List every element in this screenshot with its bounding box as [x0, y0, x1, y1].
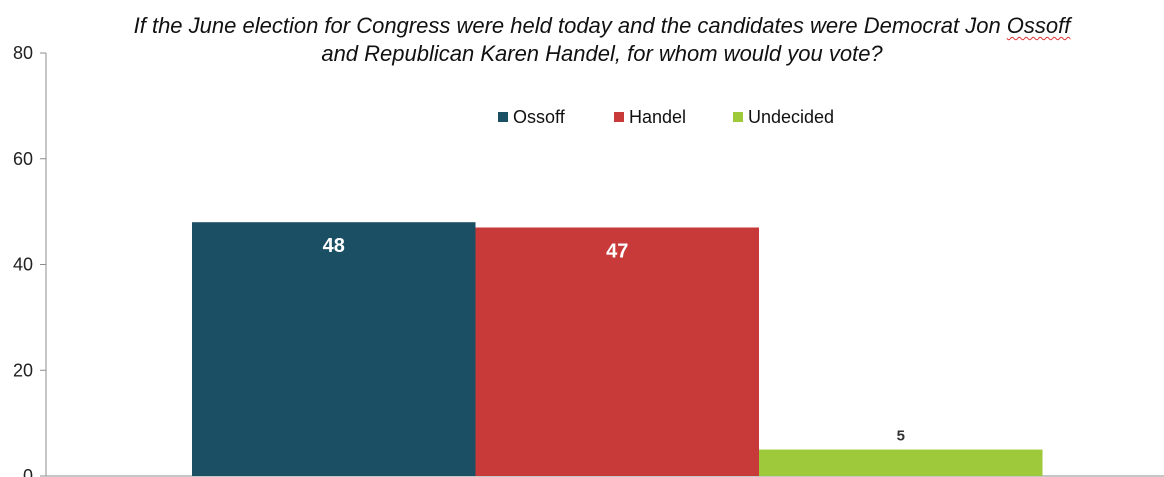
y-tick-label: 60	[13, 149, 33, 169]
chart-title-line-1-text: If the June election for Congress were h…	[133, 13, 1007, 38]
data-label-undecided: 5	[897, 428, 905, 445]
chart-title-line-2: and Republican Karen Handel, for whom wo…	[321, 41, 883, 66]
y-tick-label: 80	[13, 43, 33, 63]
legend-label-undecided: Undecided	[748, 107, 834, 127]
chart-title-flagged-word: Ossoff	[1006, 13, 1071, 38]
legend-swatch-handel	[614, 112, 624, 122]
legend-swatch-undecided	[733, 112, 743, 122]
legend-swatch-ossoff	[498, 112, 508, 122]
y-tick-label: 20	[13, 360, 33, 380]
legend-label-handel: Handel	[629, 107, 686, 127]
y-tick-label: 40	[13, 255, 33, 275]
bar-handel	[475, 227, 759, 476]
chart-title: If the June election for Congress were h…	[40, 12, 1164, 68]
data-label-ossoff: 48	[323, 235, 345, 257]
bar-undecided	[759, 449, 1043, 476]
bar-ossoff	[192, 222, 476, 476]
y-tick-label: 0	[23, 466, 33, 477]
chart-title-line-1: If the June election for Congress were h…	[40, 12, 1164, 40]
data-label-handel: 47	[606, 240, 628, 262]
legend-label-ossoff: Ossoff	[513, 107, 566, 127]
